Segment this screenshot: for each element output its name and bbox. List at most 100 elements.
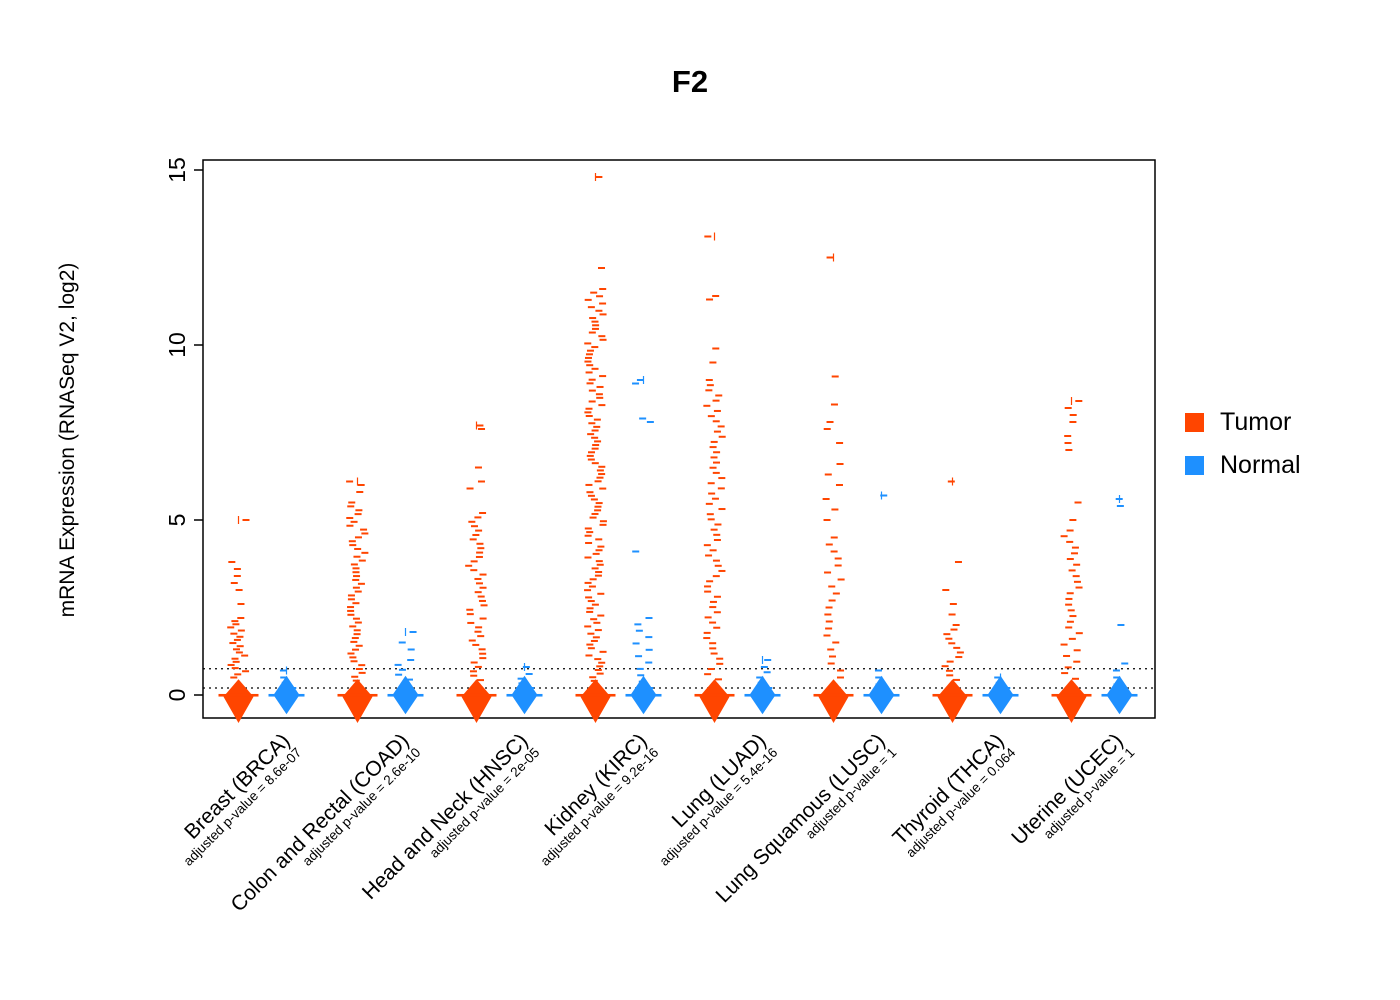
data-point xyxy=(350,640,358,643)
data-point xyxy=(941,665,949,668)
data-point xyxy=(599,302,607,305)
median-line xyxy=(744,693,781,697)
data-point xyxy=(705,389,713,392)
data-point xyxy=(347,609,355,612)
data-point xyxy=(584,527,592,530)
data-point xyxy=(476,542,484,545)
data-point xyxy=(599,650,607,653)
median-line xyxy=(387,693,424,697)
data-point xyxy=(227,663,235,666)
data-point xyxy=(358,671,366,674)
data-point xyxy=(1113,683,1121,686)
data-point xyxy=(636,379,644,381)
data-point xyxy=(585,596,593,599)
data-point xyxy=(1074,501,1082,504)
data-point xyxy=(348,540,356,543)
data-point xyxy=(635,629,643,632)
data-point xyxy=(704,235,712,238)
data-point xyxy=(1066,540,1074,543)
data-point xyxy=(1066,620,1074,623)
data-point xyxy=(596,563,604,566)
data-point xyxy=(763,671,771,674)
data-point xyxy=(346,524,354,527)
data-point xyxy=(595,309,603,312)
data-point xyxy=(836,463,844,465)
data-point xyxy=(476,551,484,554)
data-point xyxy=(468,520,476,523)
data-point xyxy=(709,446,717,449)
data-point xyxy=(1065,597,1073,600)
data-point xyxy=(585,407,593,410)
violin-tumor xyxy=(580,679,611,723)
data-point xyxy=(353,629,361,632)
data-point xyxy=(592,324,600,327)
data-point xyxy=(709,606,717,609)
data-point xyxy=(706,298,714,301)
legend-label-normal: Normal xyxy=(1220,451,1301,479)
data-point xyxy=(597,614,605,617)
data-point xyxy=(586,643,594,646)
violin-tumor xyxy=(223,679,254,723)
data-point xyxy=(289,687,297,689)
data-point xyxy=(594,509,602,512)
median-line xyxy=(218,693,259,697)
data-point xyxy=(594,658,602,661)
data-point xyxy=(361,551,369,554)
data-point xyxy=(472,533,480,536)
y-tick-label: 10 xyxy=(164,332,190,358)
data-point xyxy=(347,598,355,601)
data-point xyxy=(234,673,242,676)
data-point xyxy=(357,582,365,585)
data-point xyxy=(232,623,240,626)
data-point xyxy=(596,295,604,298)
data-point xyxy=(834,557,842,560)
data-point xyxy=(1113,676,1121,679)
data-point xyxy=(585,353,593,356)
data-point xyxy=(347,505,355,508)
data-point xyxy=(945,669,953,672)
data-point xyxy=(592,683,600,686)
data-point xyxy=(466,487,474,490)
data-point xyxy=(1112,669,1120,672)
data-point xyxy=(594,574,602,577)
data-point xyxy=(714,523,722,526)
data-point xyxy=(351,675,359,678)
data-point xyxy=(709,549,717,552)
data-point xyxy=(591,603,599,606)
data-point xyxy=(232,660,240,663)
data-point xyxy=(584,411,592,414)
data-point xyxy=(591,462,599,465)
data-point xyxy=(465,564,473,567)
plot-box xyxy=(202,159,1156,719)
data-point xyxy=(708,492,716,495)
data-point xyxy=(717,425,725,428)
median-line xyxy=(813,693,854,697)
data-point xyxy=(354,683,362,686)
data-point xyxy=(595,393,603,396)
data-point xyxy=(478,428,486,430)
data-point xyxy=(237,603,245,605)
data-point xyxy=(830,536,838,539)
y-tick-label: 0 xyxy=(164,689,190,702)
data-point xyxy=(470,560,478,563)
data-point xyxy=(475,582,483,585)
data-point xyxy=(479,586,487,589)
data-point xyxy=(358,664,366,667)
median-line xyxy=(268,693,305,697)
data-point xyxy=(705,379,713,381)
data-point xyxy=(479,657,487,660)
data-point xyxy=(590,618,598,621)
data-point xyxy=(593,621,601,624)
data-point xyxy=(593,425,601,428)
data-point xyxy=(645,661,653,664)
data-point xyxy=(231,667,239,670)
data-point xyxy=(592,552,600,555)
data-point xyxy=(1120,690,1128,693)
data-point xyxy=(875,676,883,679)
data-point xyxy=(594,629,602,632)
data-point xyxy=(599,520,607,523)
data-point xyxy=(710,456,718,459)
data-point xyxy=(1069,421,1077,423)
data-point xyxy=(705,502,713,505)
data-point xyxy=(712,295,720,297)
